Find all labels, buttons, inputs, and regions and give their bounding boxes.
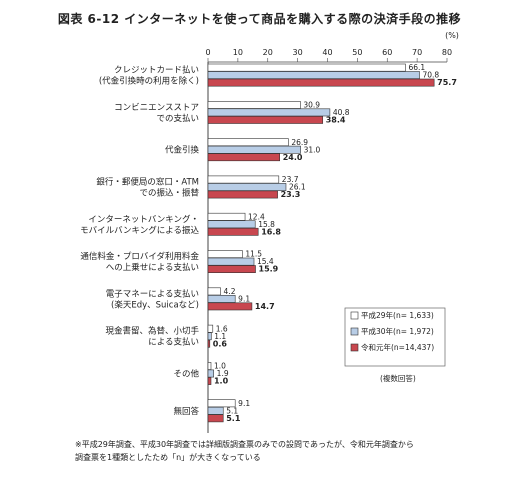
data-label: 70.8 xyxy=(423,71,440,80)
bar xyxy=(207,257,255,266)
unit-label: (%) xyxy=(445,31,459,40)
bar xyxy=(207,324,214,333)
x-tick-label: 70 xyxy=(412,48,422,57)
x-tick-label: 10 xyxy=(233,48,243,57)
bar xyxy=(207,153,280,162)
bar xyxy=(207,101,301,109)
bar xyxy=(207,190,278,199)
data-label: 40.8 xyxy=(333,108,350,117)
bar xyxy=(207,339,211,348)
category-label: 電子マネーによる支払い xyxy=(106,288,199,299)
bar xyxy=(207,265,256,273)
x-tick-label: 50 xyxy=(352,48,362,57)
bar xyxy=(207,302,253,311)
data-label: 23.3 xyxy=(281,190,301,199)
x-tick-label: 30 xyxy=(293,48,303,57)
bar xyxy=(207,116,324,124)
category-label: 代金引換 xyxy=(165,145,200,156)
legend-swatch xyxy=(350,327,359,336)
category-label: インターネットバンキング・ xyxy=(88,214,199,225)
bar xyxy=(207,250,243,258)
data-label: 30.9 xyxy=(303,101,320,110)
bar xyxy=(207,220,256,229)
data-label: 31.0 xyxy=(304,145,321,154)
category-label: 銀行・郵便局の窓口・ATM xyxy=(96,177,199,188)
data-label: 15.8 xyxy=(258,220,275,229)
bar xyxy=(207,63,406,72)
data-label: 1.6 xyxy=(216,324,228,333)
data-label: 15.9 xyxy=(259,265,279,274)
x-tick-label: 0 xyxy=(205,48,210,57)
category-label: による支払い xyxy=(148,337,199,348)
x-tick-label: 20 xyxy=(263,48,273,57)
footnote: 調査票を1種類としたため「n」が大きくなっている xyxy=(75,452,261,462)
data-label: 66.1 xyxy=(408,63,425,72)
category-label: クレジットカード払い xyxy=(114,65,199,76)
data-label: 15.4 xyxy=(257,257,274,266)
footnote: ※平成29年調査、平成30年調査では詳細版調査票のみでの設問であったが、令和元年… xyxy=(75,439,414,449)
legend-label: 平成30年(n= 1,972) xyxy=(361,326,434,336)
data-label: 0.6 xyxy=(213,339,228,348)
category-label: での振込・振替 xyxy=(139,188,199,199)
legend-label: 平成29年(n= 1,633) xyxy=(361,310,434,320)
chart-title: 図表 6-12 インターネットを使って商品を購入する際の決済手段の推移 xyxy=(57,12,462,26)
data-label: 26.1 xyxy=(289,183,306,192)
bar xyxy=(207,406,224,415)
legend-swatch xyxy=(350,311,359,320)
category-label: その他 xyxy=(173,369,199,380)
data-label: 24.0 xyxy=(283,153,303,162)
category-label: 無回答 xyxy=(173,406,199,417)
category-label: コンビニエンスストア xyxy=(114,103,199,113)
data-label: 75.7 xyxy=(437,78,457,87)
bar xyxy=(207,369,214,378)
category-label: モバイルバンキングによる振込 xyxy=(80,225,199,236)
bar xyxy=(207,138,289,147)
multiple-answers-note: (複数回答) xyxy=(380,373,416,383)
bar xyxy=(207,227,259,236)
bar xyxy=(207,332,212,341)
data-label: 1.0 xyxy=(214,362,226,371)
bar xyxy=(207,183,287,191)
legend-swatch xyxy=(350,343,359,352)
bar xyxy=(207,212,246,221)
bar xyxy=(207,78,435,87)
bar xyxy=(207,377,212,385)
data-label: 9.1 xyxy=(238,399,250,408)
x-tick-label: 40 xyxy=(322,48,332,57)
legend-box xyxy=(344,307,446,367)
data-label: 5.1 xyxy=(226,406,238,415)
bar xyxy=(207,145,301,154)
bar xyxy=(207,175,280,184)
data-label: 16.8 xyxy=(261,227,281,236)
category-label: (代金引換時の利用を除く) xyxy=(99,76,199,87)
bar xyxy=(207,71,420,79)
x-tick-label: 80 xyxy=(442,48,452,57)
bar xyxy=(207,287,221,296)
data-label: 11.5 xyxy=(245,250,262,259)
data-label: 4.2 xyxy=(224,287,236,296)
data-label: 1.9 xyxy=(217,369,229,378)
category-label: での支払い xyxy=(156,113,199,124)
data-label: 1.0 xyxy=(214,377,229,386)
category-label: (楽天Edy、Suicaなど) xyxy=(111,299,199,310)
data-label: 5.1 xyxy=(226,414,241,423)
data-label: 23.7 xyxy=(282,175,299,184)
category-label: 現金書留、為替、小切手 xyxy=(105,326,199,337)
data-label: 14.7 xyxy=(255,302,275,311)
data-label: 1.1 xyxy=(214,332,226,341)
bar xyxy=(207,294,236,303)
category-label: 通信料金・プロバイダ利用料金 xyxy=(80,251,199,262)
bar xyxy=(207,108,331,117)
data-label: 12.4 xyxy=(248,212,265,221)
data-label: 38.4 xyxy=(326,116,346,125)
category-label: への上乗せによる支払い xyxy=(106,262,199,273)
legend-label: 令和元年(n=14,437) xyxy=(361,342,434,352)
data-label: 9.1 xyxy=(238,295,250,304)
data-label: 26.9 xyxy=(291,138,308,147)
bar xyxy=(207,362,212,370)
bar xyxy=(207,414,224,423)
x-tick-label: 60 xyxy=(382,48,392,57)
